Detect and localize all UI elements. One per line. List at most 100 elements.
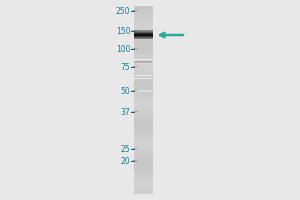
Bar	[134, 171, 153, 172]
Bar	[134, 111, 153, 112]
Bar	[134, 153, 153, 154]
Bar	[134, 152, 153, 153]
Bar	[134, 138, 153, 139]
Bar	[134, 12, 153, 13]
Bar	[134, 161, 153, 162]
Bar	[134, 150, 153, 151]
Bar	[134, 148, 153, 149]
Bar	[134, 98, 153, 99]
Bar	[134, 157, 153, 158]
Bar	[134, 100, 153, 101]
Bar	[134, 67, 153, 68]
Bar	[134, 13, 153, 14]
Bar	[134, 120, 153, 121]
Bar	[134, 66, 153, 67]
Bar	[134, 165, 153, 166]
Bar	[134, 10, 153, 11]
Bar	[134, 19, 153, 20]
Bar	[134, 173, 153, 174]
Bar	[134, 175, 153, 176]
Bar	[134, 61, 153, 62]
Bar	[134, 64, 153, 65]
Bar	[134, 181, 153, 182]
Bar	[134, 127, 153, 128]
Bar	[134, 29, 153, 30]
Bar	[134, 156, 153, 157]
Bar	[134, 22, 153, 23]
Bar	[134, 83, 153, 84]
Bar	[134, 180, 153, 181]
Bar	[134, 63, 153, 64]
Bar	[134, 18, 153, 19]
Bar	[134, 54, 153, 55]
Bar	[134, 51, 153, 52]
Bar	[134, 55, 153, 56]
Bar	[134, 44, 153, 45]
Text: —: —	[132, 146, 138, 152]
Bar	[134, 188, 153, 189]
Bar	[134, 75, 153, 76]
Bar	[134, 190, 153, 191]
Bar	[134, 122, 153, 123]
Bar	[134, 126, 153, 127]
Bar	[134, 110, 153, 111]
Bar	[134, 49, 153, 50]
Text: 37: 37	[121, 108, 130, 116]
Bar	[134, 113, 153, 114]
Bar	[134, 108, 153, 109]
Text: —: —	[132, 64, 138, 70]
Bar	[134, 103, 153, 104]
Bar	[134, 140, 153, 141]
Bar	[134, 193, 153, 194]
Bar	[134, 106, 153, 107]
Bar	[134, 27, 153, 28]
Bar	[134, 163, 153, 164]
Text: —: —	[132, 46, 138, 51]
Bar	[134, 187, 153, 188]
Bar	[134, 35, 153, 36]
Bar	[134, 128, 153, 129]
Bar	[134, 77, 153, 78]
Bar	[134, 115, 153, 116]
Bar	[134, 183, 153, 184]
Bar	[134, 93, 153, 94]
Bar	[134, 85, 153, 86]
Text: 50: 50	[121, 87, 130, 96]
Bar	[134, 6, 153, 7]
Bar	[134, 45, 153, 46]
Bar	[134, 174, 153, 175]
Bar	[134, 46, 153, 47]
Bar	[134, 141, 153, 142]
Bar	[134, 149, 153, 150]
Bar	[134, 139, 153, 140]
Text: 100: 100	[116, 45, 130, 53]
Bar	[134, 48, 153, 49]
Bar	[134, 16, 153, 17]
Text: —: —	[132, 158, 138, 164]
Bar	[134, 133, 153, 134]
Bar	[134, 41, 153, 42]
Bar	[134, 89, 153, 90]
Bar	[134, 116, 153, 117]
Bar	[134, 178, 153, 179]
Bar	[134, 169, 153, 170]
Bar	[134, 58, 153, 59]
Bar	[134, 36, 153, 37]
Bar	[134, 130, 153, 131]
Bar	[134, 23, 153, 24]
Bar	[134, 74, 153, 75]
Bar	[134, 9, 153, 10]
Bar	[134, 121, 153, 122]
Text: —: —	[132, 28, 138, 33]
Bar	[134, 167, 153, 168]
Bar	[134, 118, 153, 119]
Bar	[134, 17, 153, 18]
Bar	[134, 31, 153, 32]
Bar	[134, 56, 153, 57]
Bar	[134, 191, 153, 192]
Bar	[134, 109, 153, 110]
Bar	[134, 164, 153, 165]
Bar	[134, 177, 153, 178]
Text: —: —	[132, 88, 138, 94]
Bar	[134, 135, 153, 136]
